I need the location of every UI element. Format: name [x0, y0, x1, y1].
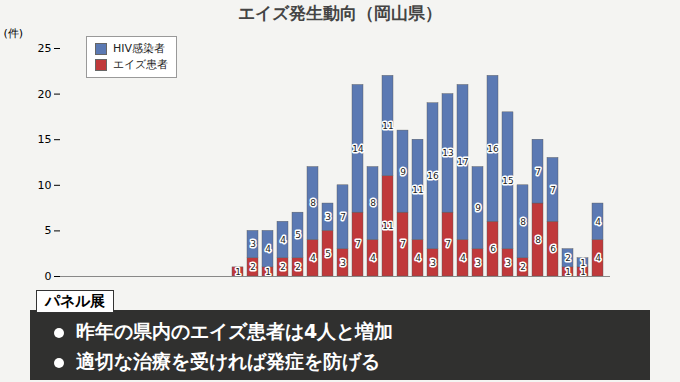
svg-text:7: 7	[535, 167, 541, 177]
svg-text:25: 25	[38, 42, 52, 55]
svg-text:9: 9	[400, 167, 406, 177]
svg-text:11: 11	[412, 185, 423, 195]
svg-text:11: 11	[382, 221, 393, 231]
svg-text:4: 4	[595, 253, 601, 263]
svg-text:4: 4	[280, 235, 286, 245]
svg-text:7: 7	[340, 212, 346, 222]
svg-text:4: 4	[310, 253, 316, 263]
svg-text:3: 3	[340, 258, 346, 268]
svg-text:7: 7	[355, 239, 361, 249]
svg-text:20: 20	[38, 88, 52, 101]
svg-text:13: 13	[442, 148, 453, 158]
svg-text:6: 6	[490, 244, 496, 254]
svg-text:4: 4	[370, 253, 376, 263]
svg-text:3: 3	[475, 258, 481, 268]
svg-text:8: 8	[520, 217, 526, 227]
svg-text:1: 1	[580, 267, 586, 277]
svg-text:3: 3	[325, 212, 331, 222]
svg-text:7: 7	[445, 239, 451, 249]
svg-text:15: 15	[502, 176, 513, 186]
html-text:HIV感染者: HIV感染者	[113, 42, 165, 55]
svg-text:11: 11	[382, 121, 393, 131]
html-text:昨年の県内のエイズ患者は4人と増加: 昨年の県内のエイズ患者は4人と増加	[76, 320, 394, 342]
svg-text:10: 10	[38, 179, 52, 192]
svg-text:4: 4	[415, 253, 421, 263]
svg-text:5: 5	[45, 224, 52, 237]
svg-text:1: 1	[235, 267, 241, 277]
svg-text:6: 6	[550, 244, 556, 254]
svg-text:4: 4	[460, 253, 466, 263]
svg-text:7: 7	[550, 185, 556, 195]
svg-text:1: 1	[580, 258, 586, 268]
svg-text:16: 16	[487, 144, 499, 154]
svg-text:14: 14	[352, 144, 364, 154]
svg-text:2: 2	[280, 262, 286, 272]
svg-text:1: 1	[565, 267, 571, 277]
svg-text:5: 5	[325, 249, 331, 259]
svg-text:2: 2	[520, 262, 526, 272]
svg-text:0: 0	[45, 270, 52, 283]
svg-text:16: 16	[427, 171, 439, 181]
svg-text:8: 8	[535, 235, 541, 245]
svg-text:2: 2	[295, 262, 301, 272]
svg-text:17: 17	[457, 157, 468, 167]
html-text:パネル展: パネル展	[45, 292, 105, 310]
svg-text:3: 3	[505, 258, 511, 268]
svg-text:1: 1	[265, 267, 271, 277]
svg-text:4: 4	[595, 217, 601, 227]
svg-text:8: 8	[370, 198, 376, 208]
svg-text:8: 8	[310, 198, 316, 208]
html-text:エイズ患者: エイズ患者	[113, 58, 168, 71]
svg-text:3: 3	[250, 239, 256, 249]
html-text:エイズ発生動向（岡山県）: エイズ発生動向（岡山県）	[238, 3, 442, 23]
svg-text:9: 9	[475, 203, 481, 213]
svg-text:4: 4	[265, 244, 271, 254]
html-text:適切な治療を受ければ発症を防げる: 適切な治療を受ければ発症を防げる	[76, 350, 380, 372]
svg-text:15: 15	[38, 133, 52, 146]
svg-text:2: 2	[565, 253, 571, 263]
svg-text:2: 2	[250, 262, 256, 272]
svg-text:5: 5	[295, 230, 301, 240]
svg-text:7: 7	[400, 239, 406, 249]
svg-text:(件): (件)	[4, 27, 24, 40]
svg-text:3: 3	[430, 258, 436, 268]
